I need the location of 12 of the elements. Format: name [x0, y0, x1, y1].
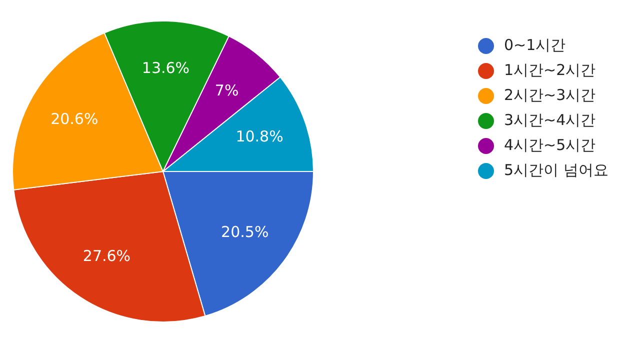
data-label: 7%: [214, 81, 239, 100]
legend-label: 0~1시간: [504, 36, 566, 55]
data-label: 20.5%: [221, 222, 269, 241]
legend-label: 3시간~4시간: [504, 111, 596, 130]
data-label: 20.6%: [50, 110, 98, 128]
legend-label: 5시간이 넘어요: [504, 161, 608, 180]
legend-label: 2시간~3시간: [504, 86, 596, 105]
legend-label: 4시간~5시간: [504, 136, 596, 155]
data-label: 13.6%: [142, 59, 190, 78]
data-label: 27.6%: [82, 246, 131, 265]
data-label: 10.8%: [236, 127, 284, 146]
legend-label: 1시간~2시간: [504, 61, 596, 80]
